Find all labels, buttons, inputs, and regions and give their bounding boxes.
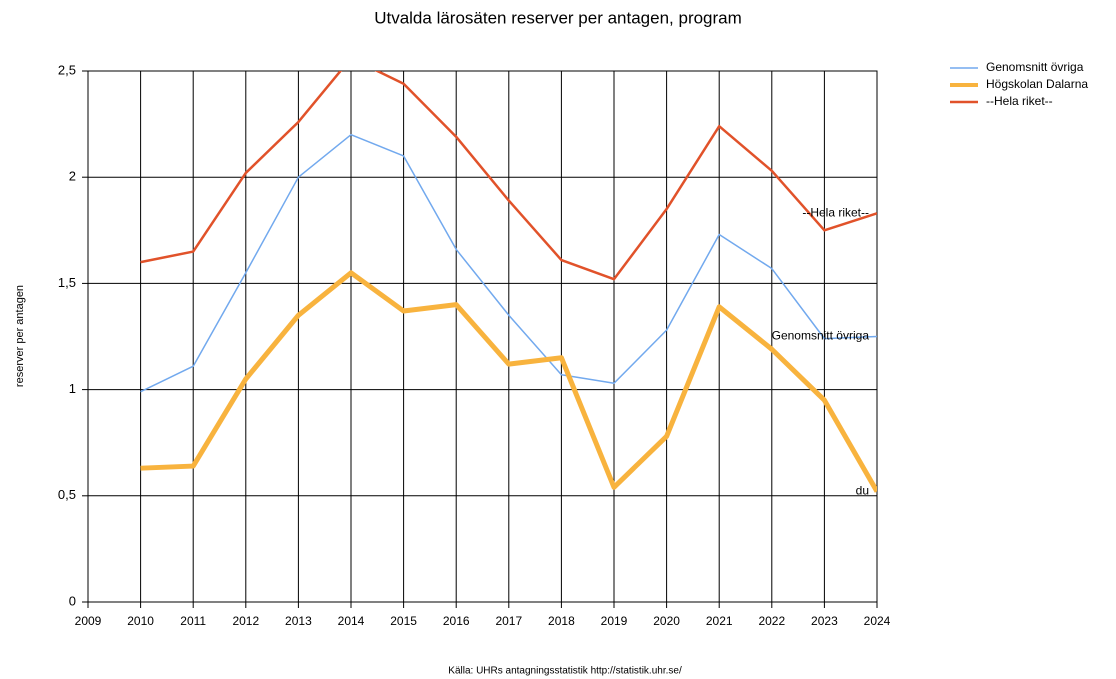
annotation: du [856,484,869,498]
chart-title: Utvalda lärosäten reserver per antagen, … [374,8,742,27]
x-tick-label: 2023 [811,614,838,628]
x-tick-label: 2014 [338,614,365,628]
labels: 0 0,5 1 1,5 2 2,5 2009 2010 2011 2012 2013 2014 2015… [58,60,1088,628]
x-tick-label: 2024 [864,614,891,628]
plot-lines [140,71,877,493]
x-tick-label: 2011 [180,614,206,628]
x-tick-label: 2018 [548,614,575,628]
legend-label: Högskolan Dalarna [986,77,1088,91]
y-tick-label: 0 [69,593,76,608]
x-tick-label: 2012 [232,614,259,628]
x-tick-label: 2013 [285,614,312,628]
x-tick-label: 2015 [390,614,417,628]
y-tick-label: 2,5 [58,62,76,77]
y-tick-label: 2 [69,169,76,184]
series-line [140,133,877,393]
annotation: Genomsnitt övriga [772,329,870,343]
x-tick-label: 2021 [706,614,733,628]
y-tick-label: 0,5 [58,487,76,502]
series-line [140,71,877,281]
series-line [140,270,877,493]
legend-label: Genomsnitt övriga [986,60,1084,74]
x-tick-label: 2010 [127,614,154,628]
x-tick-label: 2017 [495,614,522,628]
y-axis-label: reserver per antagen [14,285,26,387]
annotation: --Hela riket-- [802,205,869,219]
grid [82,70,878,608]
x-tick-label: 2009 [75,614,102,628]
x-tick-label: 2019 [601,614,628,628]
legend-label: --Hela riket-- [986,94,1053,108]
y-tick-label: 1 [69,381,76,396]
y-tick-label: 1,5 [58,275,76,290]
source-note: Källa: UHRs antagningsstatistik http://s… [448,666,682,677]
x-tick-label: 2020 [653,614,680,628]
x-tick-label: 2016 [443,614,470,628]
x-tick-label: 2022 [758,614,785,628]
